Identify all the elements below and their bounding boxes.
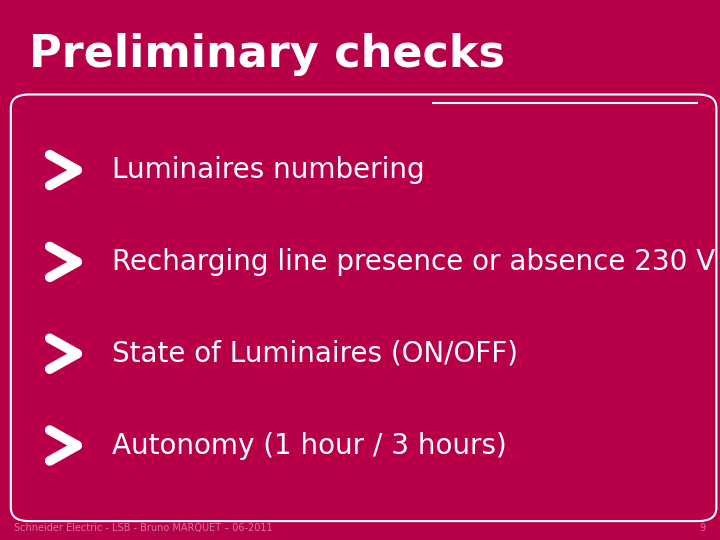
Text: State of Luminaires (ON/OFF): State of Luminaires (ON/OFF) [112,340,518,368]
Text: Autonomy (1 hour / 3 hours): Autonomy (1 hour / 3 hours) [112,431,506,460]
Text: Luminaires numbering: Luminaires numbering [112,156,424,184]
Text: Schneider Electric - LSB - Bruno MARQUET – 06-2011: Schneider Electric - LSB - Bruno MARQUET… [14,523,273,533]
Text: Preliminary checks: Preliminary checks [29,32,505,76]
Text: Recharging line presence or absence 230 V: Recharging line presence or absence 230 … [112,248,715,276]
Text: 9: 9 [699,523,706,533]
